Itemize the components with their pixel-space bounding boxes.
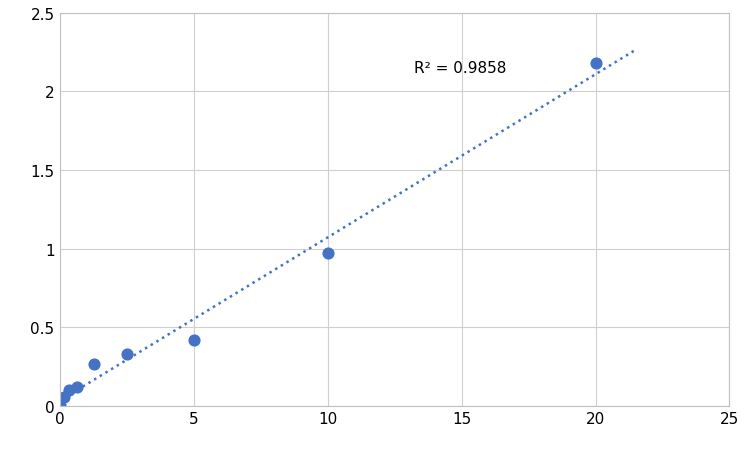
Point bbox=[54, 402, 66, 409]
Point bbox=[322, 250, 334, 257]
Point bbox=[590, 60, 602, 67]
Point bbox=[71, 383, 83, 391]
Point bbox=[121, 350, 133, 358]
Point bbox=[87, 361, 99, 368]
Point bbox=[188, 336, 200, 344]
Text: R² = 0.9858: R² = 0.9858 bbox=[414, 61, 506, 76]
Point bbox=[62, 387, 74, 394]
Point bbox=[59, 394, 71, 401]
